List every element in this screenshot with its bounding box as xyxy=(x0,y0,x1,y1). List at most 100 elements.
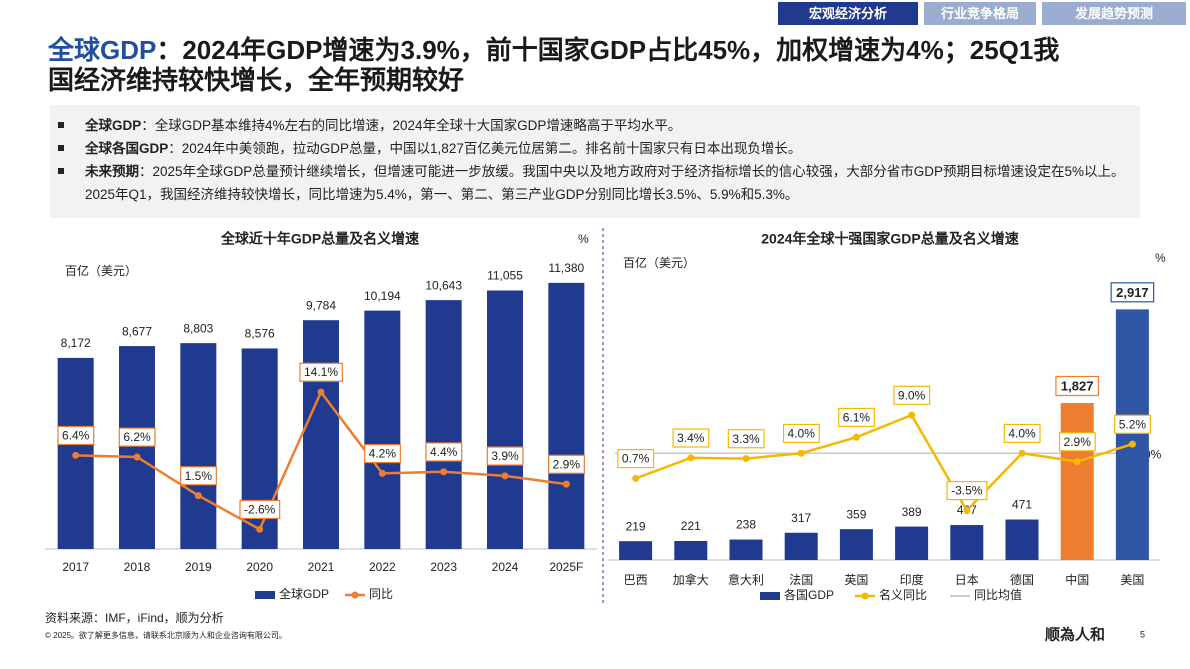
line-point xyxy=(440,468,448,476)
bar xyxy=(1115,309,1149,560)
bullet: 全球各国GDP：2024年中美领跑，拉动GDP总量，中国以1,827百亿美元位居… xyxy=(58,137,1125,160)
bar xyxy=(57,357,94,549)
legend-label: 同比均值 xyxy=(974,587,1022,602)
line-value-label: 14.1% xyxy=(304,365,338,379)
y2-axis-label: % xyxy=(578,232,589,246)
bullet-label: 全球GDP xyxy=(85,118,142,133)
legend-swatch xyxy=(351,591,359,599)
logo: 顺為人和 xyxy=(1045,625,1105,643)
reference-label: 4.0% xyxy=(1134,447,1162,461)
line-point xyxy=(963,506,971,514)
line-value-label: 4.2% xyxy=(369,447,397,461)
bar-value-label: 238 xyxy=(736,518,756,532)
line-point xyxy=(1018,449,1026,457)
line-value-label: 4.0% xyxy=(788,426,816,440)
line-point xyxy=(687,454,695,462)
line-point xyxy=(72,451,80,459)
label-box xyxy=(893,385,931,405)
label-box xyxy=(299,362,343,382)
bar-value-label: 8,677 xyxy=(122,324,152,338)
bar-value-label: 407 xyxy=(957,503,977,517)
legend-label: 全球GDP xyxy=(279,586,329,601)
bar-value-label: 8,576 xyxy=(245,327,275,341)
title-text: ：2024年GDP增速为3.9%，前十国家GDP占比45%，加权增速为4%；25… xyxy=(156,35,1060,65)
tab[interactable]: 发展趋势预测 xyxy=(1042,2,1186,25)
label-box xyxy=(1003,423,1041,444)
bar xyxy=(241,348,278,549)
bar-value-label: 10,194 xyxy=(364,289,401,303)
x-tick-label: 日本 xyxy=(955,573,979,587)
line-point xyxy=(908,411,916,419)
label-box xyxy=(486,446,524,466)
label-box xyxy=(727,429,765,449)
bar-value-label: 359 xyxy=(846,507,866,521)
bar xyxy=(487,290,523,549)
bar xyxy=(180,343,217,549)
x-tick-label: 2019 xyxy=(185,560,212,574)
label-box xyxy=(782,423,820,444)
bar-value-label: 389 xyxy=(902,505,922,519)
line-point xyxy=(632,474,640,482)
line-point xyxy=(501,472,509,480)
line-value-label: -3.5% xyxy=(951,484,983,498)
line-value-label: 4.4% xyxy=(430,445,458,459)
label-box xyxy=(548,454,585,474)
tab[interactable]: 行业竞争格局 xyxy=(924,2,1036,25)
x-tick-label: 印度 xyxy=(900,572,924,587)
x-tick-label: 意大利 xyxy=(728,572,764,587)
bar xyxy=(1060,403,1094,560)
line xyxy=(635,413,1133,513)
x-tick-label: 2022 xyxy=(369,560,396,574)
label-box xyxy=(57,425,95,446)
x-tick-label: 巴西 xyxy=(624,573,648,587)
x-tick-label: 德国 xyxy=(1010,572,1034,587)
line-value-label: 3.3% xyxy=(732,432,760,446)
line-point xyxy=(742,455,750,463)
bar-value-label: 317 xyxy=(791,511,811,525)
bar-value-label: 11,055 xyxy=(487,269,523,283)
summary-box: 全球GDP：全球GDP基本维持4%左右的同比增速，2024年全球十大国家GDP增… xyxy=(50,105,1140,218)
line-value-label: 2.9% xyxy=(553,457,581,471)
line-value-label: 2.9% xyxy=(1064,435,1092,449)
line-point xyxy=(256,525,264,533)
label-box xyxy=(672,428,710,448)
source: 资料来源：IMF，iFind，顺为分析 xyxy=(45,611,224,625)
bar-value-label: 11,380 xyxy=(548,261,584,275)
label-box xyxy=(1055,375,1100,397)
line-value-label: 0.7% xyxy=(622,452,650,466)
label-box xyxy=(239,499,281,520)
x-tick-label: 2025F xyxy=(549,560,583,574)
legend-swatch xyxy=(255,591,275,599)
x-tick-label: 2024 xyxy=(492,560,519,574)
bar-value-label: 219 xyxy=(626,519,646,533)
x-tick-label: 2023 xyxy=(430,560,457,574)
line-value-label: -2.6% xyxy=(244,502,276,516)
bar xyxy=(619,541,653,560)
bar-value-label: 9,784 xyxy=(306,298,336,312)
line-point xyxy=(852,433,860,441)
bar xyxy=(364,310,401,549)
label-box xyxy=(425,442,463,462)
x-tick-label: 2021 xyxy=(308,560,335,574)
line-value-label: 4.0% xyxy=(1008,426,1036,440)
bullet-text: ：全球GDP基本维持4%左右的同比增速，2024年全球十大国家GDP增速略高于平… xyxy=(141,118,682,133)
title: 全球GDP：2024年GDP增速为3.9%，前十国家GDP占比45%，加权增速为… xyxy=(48,30,1059,67)
bullet-label: 全球各国GDP xyxy=(85,141,169,156)
label-box xyxy=(617,448,655,469)
tab[interactable]: 宏观经济分析 xyxy=(778,2,918,25)
chart-title: 全球近十年GDP总量及名义增速 xyxy=(220,231,419,247)
page-number: 5 xyxy=(1140,629,1145,639)
x-tick-label: 2017 xyxy=(62,560,89,574)
copyright: © 2025。欲了解更多信息，请联系北京顺为人和企业咨询有限公司。 xyxy=(45,630,287,640)
title: 国经济维持较快增长，全年预期较好 xyxy=(48,65,465,95)
label-box xyxy=(838,407,876,428)
label-box xyxy=(1110,282,1155,303)
bar-value-label: 1,827 xyxy=(1061,378,1094,393)
legend-swatch xyxy=(760,592,780,600)
line-point xyxy=(797,449,805,457)
bullet-label: 未来预期 xyxy=(85,164,139,179)
label-box xyxy=(1114,414,1152,434)
bar xyxy=(674,541,708,560)
line-value-label: 3.4% xyxy=(677,431,705,445)
